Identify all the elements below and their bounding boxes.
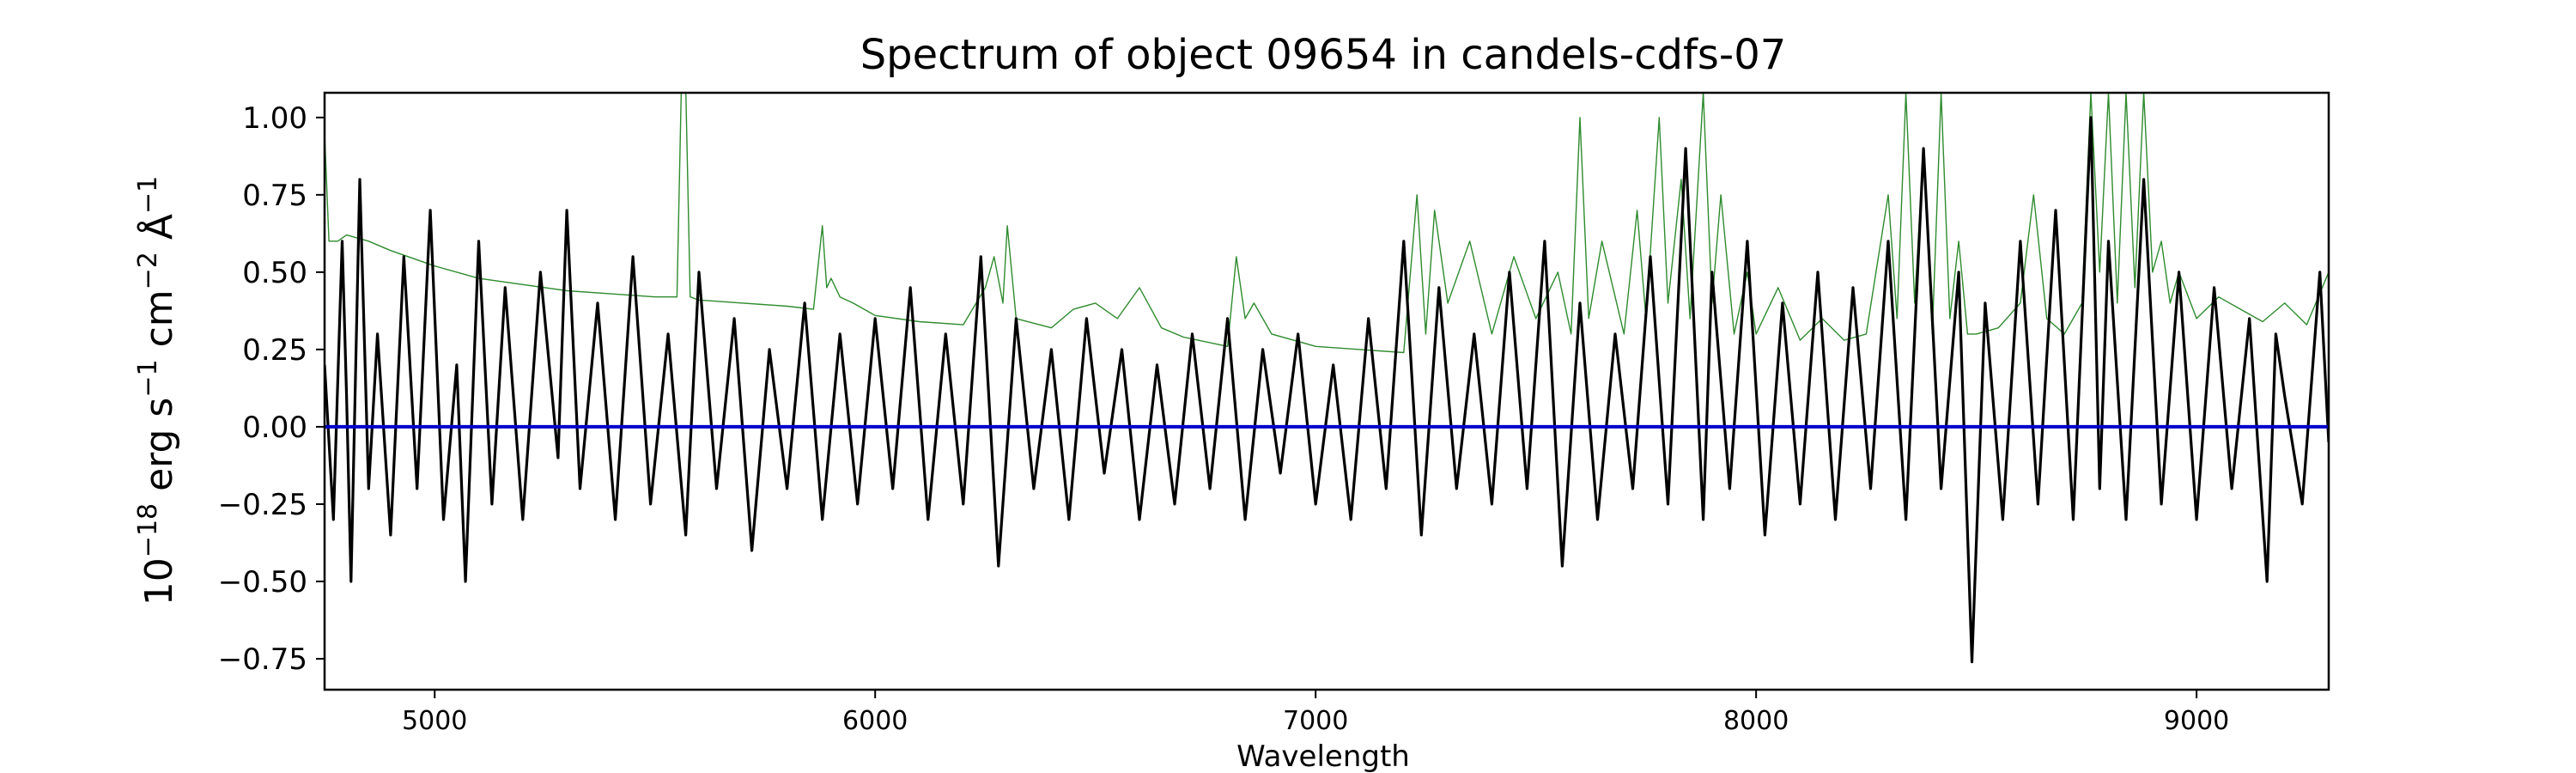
x-tick-label: 5000 bbox=[402, 706, 467, 736]
x-tick-label: 8000 bbox=[1723, 706, 1789, 736]
x-axis: 5000 6000 7000 8000 9000 bbox=[402, 690, 2229, 736]
series-line-thick bbox=[325, 116, 2329, 664]
x-axis-label: Wavelength bbox=[1236, 740, 1410, 773]
y-tick-label: 0.75 bbox=[242, 179, 307, 213]
y-tick-label: 1.00 bbox=[242, 101, 307, 136]
y-axis-label: 10−18 erg s−1 cm−2 Å−1 bbox=[133, 176, 181, 606]
chart-title: Spectrum of object 09654 in candels-cdfs… bbox=[860, 31, 1787, 79]
y-tick-label: 0.00 bbox=[242, 411, 307, 445]
x-tick-label: 7000 bbox=[1283, 706, 1348, 736]
series-layer bbox=[325, 93, 2329, 664]
y-tick-label: 0.50 bbox=[242, 256, 307, 290]
y-tick-label: −0.75 bbox=[218, 642, 307, 677]
y-tick-label: 0.25 bbox=[242, 333, 307, 368]
y-tick-label: −0.50 bbox=[218, 565, 307, 600]
x-tick-label: 9000 bbox=[2164, 706, 2229, 736]
x-tick-label: 6000 bbox=[842, 706, 908, 736]
plot-frame bbox=[323, 91, 2330, 691]
y-axis: −0.75 −0.50 −0.25 0.00 0.25 0.50 0.75 1.00 bbox=[218, 101, 325, 677]
series-line-thin bbox=[325, 93, 2329, 354]
y-tick-label: −0.25 bbox=[218, 488, 307, 522]
